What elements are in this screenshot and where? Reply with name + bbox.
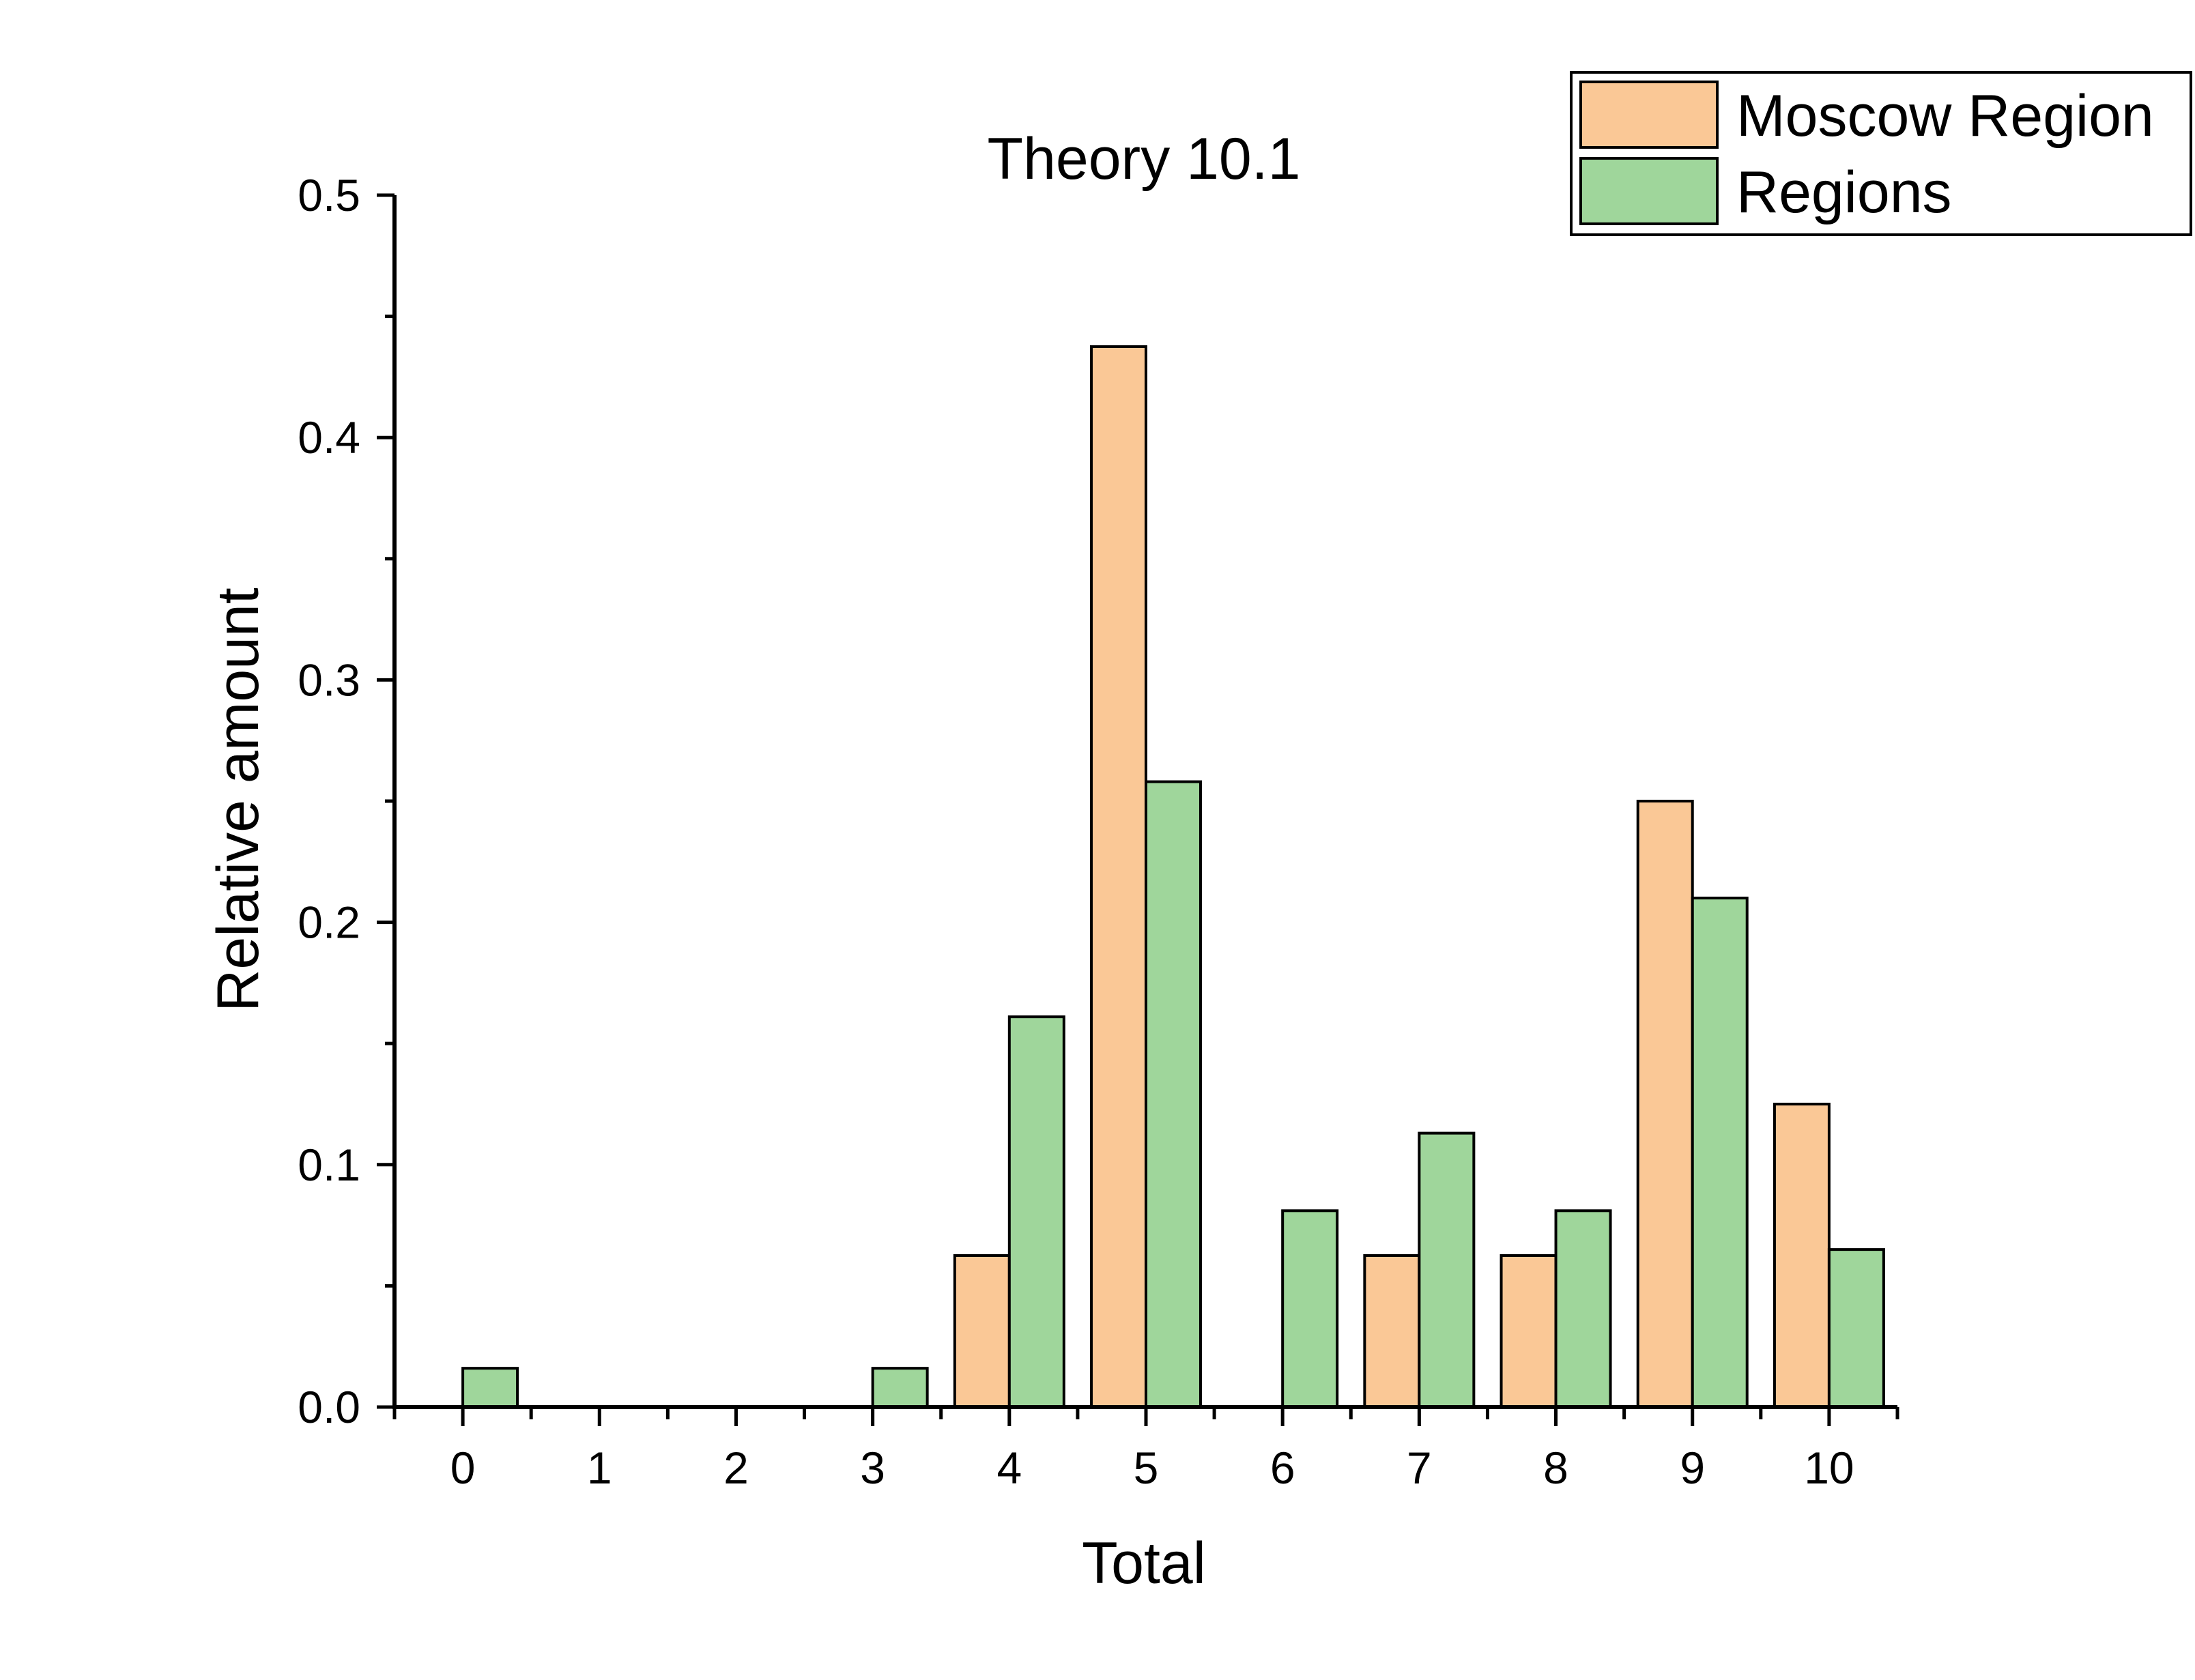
bar-moscow-region-4	[953, 1254, 1011, 1408]
bar-regions-10	[1827, 1248, 1885, 1408]
bar-moscow-region-7	[1363, 1254, 1421, 1408]
x-tick-label: 3	[860, 1443, 885, 1493]
bar-moscow-region-5	[1090, 345, 1147, 1408]
y-tick-label: 0.2	[298, 897, 360, 948]
chart-title: Theory 10.1	[988, 126, 1301, 192]
x-tick-label: 7	[1407, 1443, 1432, 1493]
x-tick-label: 5	[1134, 1443, 1159, 1493]
x-tick-label: 2	[723, 1443, 749, 1493]
y-tick-label: 0.1	[298, 1140, 360, 1190]
legend: Moscow Region Regions	[1570, 71, 2192, 236]
x-tick-label: 4	[996, 1443, 1022, 1493]
x-tick-label: 6	[1270, 1443, 1295, 1493]
axes-group: 0.0 0.1 0.2 0.3 0.4 0.5 0 1 2 3 4 5 6 7 8 9 10	[298, 170, 1899, 1493]
bar-moscow-region-10	[1773, 1103, 1831, 1408]
y-tick-label: 0.3	[298, 654, 360, 705]
x-tick-label: 0	[450, 1443, 476, 1493]
x-axis-title: Total	[1082, 1531, 1206, 1596]
y-tick-label: 0.4	[298, 412, 360, 463]
bar-moscow-region-9	[1636, 800, 1694, 1408]
bar-regions-0	[461, 1367, 519, 1408]
bar-regions-3	[871, 1367, 929, 1408]
y-axis-title: Relative amount	[205, 588, 271, 1012]
x-tick-label: 10	[1804, 1443, 1854, 1493]
bar-moscow-region-8	[1500, 1254, 1558, 1408]
bar-regions-7	[1418, 1131, 1476, 1409]
bars-group	[461, 345, 1885, 1409]
bar-regions-8	[1554, 1209, 1612, 1408]
x-tick-label: 8	[1543, 1443, 1568, 1493]
legend-swatch	[1579, 157, 1719, 225]
bar-regions-9	[1691, 897, 1749, 1408]
legend-label: Moscow Region	[1736, 83, 2154, 149]
bar-regions-4	[1007, 1015, 1065, 1409]
x-tick-label: 9	[1680, 1443, 1705, 1493]
bar-regions-5	[1145, 780, 1202, 1408]
bar-regions-6	[1281, 1209, 1339, 1408]
y-tick-label: 0.5	[298, 170, 360, 220]
legend-swatch	[1579, 81, 1719, 149]
y-tick-label: 0.0	[298, 1382, 360, 1432]
legend-label: Regions	[1736, 160, 1952, 225]
x-tick-label: 1	[587, 1443, 612, 1493]
